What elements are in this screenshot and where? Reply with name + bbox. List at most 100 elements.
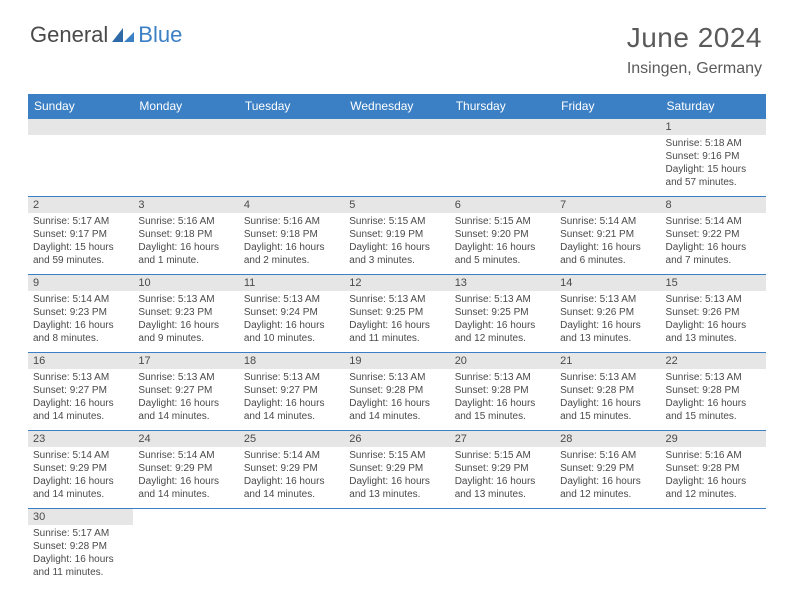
empty-day-number bbox=[450, 119, 555, 135]
calendar-day-cell: 27Sunrise: 5:15 AMSunset: 9:29 PMDayligh… bbox=[450, 431, 555, 509]
calendar-day-cell: 16Sunrise: 5:13 AMSunset: 9:27 PMDayligh… bbox=[28, 353, 133, 431]
calendar-body: 1Sunrise: 5:18 AMSunset: 9:16 PMDaylight… bbox=[28, 119, 766, 587]
calendar-day-cell: 22Sunrise: 5:13 AMSunset: 9:28 PMDayligh… bbox=[661, 353, 766, 431]
day-number: 29 bbox=[661, 431, 766, 447]
logo-text-general: General bbox=[30, 22, 108, 48]
day-number: 1 bbox=[661, 119, 766, 135]
day-details: Sunrise: 5:16 AMSunset: 9:18 PMDaylight:… bbox=[239, 213, 344, 270]
day-details: Sunrise: 5:16 AMSunset: 9:18 PMDaylight:… bbox=[133, 213, 238, 270]
calendar-day-cell: 7Sunrise: 5:14 AMSunset: 9:21 PMDaylight… bbox=[555, 197, 660, 275]
day-details: Sunrise: 5:13 AMSunset: 9:26 PMDaylight:… bbox=[555, 291, 660, 348]
header: General Blue June 2024 Insingen, Germany bbox=[0, 0, 792, 86]
day-number: 30 bbox=[28, 509, 133, 525]
day-number: 2 bbox=[28, 197, 133, 213]
calendar-day-cell: 2Sunrise: 5:17 AMSunset: 9:17 PMDaylight… bbox=[28, 197, 133, 275]
day-number: 16 bbox=[28, 353, 133, 369]
month-title: June 2024 bbox=[627, 22, 762, 54]
day-details: Sunrise: 5:13 AMSunset: 9:27 PMDaylight:… bbox=[133, 369, 238, 426]
day-details: Sunrise: 5:14 AMSunset: 9:29 PMDaylight:… bbox=[239, 447, 344, 504]
calendar-day-cell: 29Sunrise: 5:16 AMSunset: 9:28 PMDayligh… bbox=[661, 431, 766, 509]
day-details: Sunrise: 5:15 AMSunset: 9:29 PMDaylight:… bbox=[450, 447, 555, 504]
logo: General Blue bbox=[30, 22, 182, 48]
day-details: Sunrise: 5:13 AMSunset: 9:24 PMDaylight:… bbox=[239, 291, 344, 348]
day-number: 25 bbox=[239, 431, 344, 447]
calendar-day-cell: 4Sunrise: 5:16 AMSunset: 9:18 PMDaylight… bbox=[239, 197, 344, 275]
day-details: Sunrise: 5:15 AMSunset: 9:29 PMDaylight:… bbox=[344, 447, 449, 504]
calendar-day-cell bbox=[555, 119, 660, 197]
calendar-week-row: 2Sunrise: 5:17 AMSunset: 9:17 PMDaylight… bbox=[28, 197, 766, 275]
calendar-day-cell bbox=[450, 509, 555, 587]
empty-day-number bbox=[239, 119, 344, 135]
calendar-day-cell bbox=[239, 509, 344, 587]
calendar-day-cell bbox=[133, 509, 238, 587]
calendar-day-cell bbox=[133, 119, 238, 197]
day-number: 18 bbox=[239, 353, 344, 369]
title-block: June 2024 Insingen, Germany bbox=[627, 22, 762, 78]
calendar-week-row: 30Sunrise: 5:17 AMSunset: 9:28 PMDayligh… bbox=[28, 509, 766, 587]
calendar-day-cell bbox=[344, 119, 449, 197]
empty-day-number bbox=[555, 119, 660, 135]
calendar-week-row: 23Sunrise: 5:14 AMSunset: 9:29 PMDayligh… bbox=[28, 431, 766, 509]
calendar-day-cell: 28Sunrise: 5:16 AMSunset: 9:29 PMDayligh… bbox=[555, 431, 660, 509]
day-number: 28 bbox=[555, 431, 660, 447]
day-details: Sunrise: 5:15 AMSunset: 9:20 PMDaylight:… bbox=[450, 213, 555, 270]
calendar-day-cell: 17Sunrise: 5:13 AMSunset: 9:27 PMDayligh… bbox=[133, 353, 238, 431]
empty-day-number bbox=[344, 119, 449, 135]
calendar-day-cell: 3Sunrise: 5:16 AMSunset: 9:18 PMDaylight… bbox=[133, 197, 238, 275]
calendar-day-cell: 8Sunrise: 5:14 AMSunset: 9:22 PMDaylight… bbox=[661, 197, 766, 275]
day-number: 26 bbox=[344, 431, 449, 447]
day-details: Sunrise: 5:13 AMSunset: 9:28 PMDaylight:… bbox=[555, 369, 660, 426]
calendar-day-cell: 14Sunrise: 5:13 AMSunset: 9:26 PMDayligh… bbox=[555, 275, 660, 353]
calendar-day-cell: 15Sunrise: 5:13 AMSunset: 9:26 PMDayligh… bbox=[661, 275, 766, 353]
day-number: 23 bbox=[28, 431, 133, 447]
calendar-day-cell bbox=[239, 119, 344, 197]
calendar-day-cell: 1Sunrise: 5:18 AMSunset: 9:16 PMDaylight… bbox=[661, 119, 766, 197]
empty-day-number bbox=[28, 119, 133, 135]
weekday-header: Tuesday bbox=[239, 94, 344, 119]
day-number: 4 bbox=[239, 197, 344, 213]
calendar-day-cell: 26Sunrise: 5:15 AMSunset: 9:29 PMDayligh… bbox=[344, 431, 449, 509]
day-details: Sunrise: 5:16 AMSunset: 9:29 PMDaylight:… bbox=[555, 447, 660, 504]
location-label: Insingen, Germany bbox=[627, 60, 762, 78]
calendar-table: SundayMondayTuesdayWednesdayThursdayFrid… bbox=[28, 94, 766, 587]
calendar-day-cell: 25Sunrise: 5:14 AMSunset: 9:29 PMDayligh… bbox=[239, 431, 344, 509]
calendar-day-cell bbox=[450, 119, 555, 197]
weekday-header: Saturday bbox=[661, 94, 766, 119]
day-number: 24 bbox=[133, 431, 238, 447]
calendar-day-cell: 12Sunrise: 5:13 AMSunset: 9:25 PMDayligh… bbox=[344, 275, 449, 353]
day-number: 19 bbox=[344, 353, 449, 369]
day-details: Sunrise: 5:14 AMSunset: 9:22 PMDaylight:… bbox=[661, 213, 766, 270]
calendar-day-cell: 20Sunrise: 5:13 AMSunset: 9:28 PMDayligh… bbox=[450, 353, 555, 431]
day-details: Sunrise: 5:14 AMSunset: 9:29 PMDaylight:… bbox=[28, 447, 133, 504]
calendar-day-cell: 10Sunrise: 5:13 AMSunset: 9:23 PMDayligh… bbox=[133, 275, 238, 353]
calendar-day-cell: 9Sunrise: 5:14 AMSunset: 9:23 PMDaylight… bbox=[28, 275, 133, 353]
calendar-day-cell: 23Sunrise: 5:14 AMSunset: 9:29 PMDayligh… bbox=[28, 431, 133, 509]
weekday-header: Monday bbox=[133, 94, 238, 119]
calendar-day-cell: 24Sunrise: 5:14 AMSunset: 9:29 PMDayligh… bbox=[133, 431, 238, 509]
calendar-day-cell: 19Sunrise: 5:13 AMSunset: 9:28 PMDayligh… bbox=[344, 353, 449, 431]
calendar-day-cell: 30Sunrise: 5:17 AMSunset: 9:28 PMDayligh… bbox=[28, 509, 133, 587]
day-details: Sunrise: 5:14 AMSunset: 9:23 PMDaylight:… bbox=[28, 291, 133, 348]
day-number: 10 bbox=[133, 275, 238, 291]
day-number: 21 bbox=[555, 353, 660, 369]
day-number: 5 bbox=[344, 197, 449, 213]
day-details: Sunrise: 5:14 AMSunset: 9:21 PMDaylight:… bbox=[555, 213, 660, 270]
day-details: Sunrise: 5:13 AMSunset: 9:26 PMDaylight:… bbox=[661, 291, 766, 348]
weekday-header: Thursday bbox=[450, 94, 555, 119]
weekday-header: Sunday bbox=[28, 94, 133, 119]
weekday-header: Wednesday bbox=[344, 94, 449, 119]
day-number: 7 bbox=[555, 197, 660, 213]
day-number: 15 bbox=[661, 275, 766, 291]
logo-text-blue: Blue bbox=[138, 22, 182, 48]
day-number: 22 bbox=[661, 353, 766, 369]
day-details: Sunrise: 5:13 AMSunset: 9:27 PMDaylight:… bbox=[239, 369, 344, 426]
calendar-day-cell: 18Sunrise: 5:13 AMSunset: 9:27 PMDayligh… bbox=[239, 353, 344, 431]
day-details: Sunrise: 5:13 AMSunset: 9:25 PMDaylight:… bbox=[450, 291, 555, 348]
calendar-day-cell: 6Sunrise: 5:15 AMSunset: 9:20 PMDaylight… bbox=[450, 197, 555, 275]
weekday-header-row: SundayMondayTuesdayWednesdayThursdayFrid… bbox=[28, 94, 766, 119]
calendar-week-row: 1Sunrise: 5:18 AMSunset: 9:16 PMDaylight… bbox=[28, 119, 766, 197]
day-details: Sunrise: 5:13 AMSunset: 9:28 PMDaylight:… bbox=[344, 369, 449, 426]
day-number: 12 bbox=[344, 275, 449, 291]
day-details: Sunrise: 5:15 AMSunset: 9:19 PMDaylight:… bbox=[344, 213, 449, 270]
day-details: Sunrise: 5:13 AMSunset: 9:25 PMDaylight:… bbox=[344, 291, 449, 348]
